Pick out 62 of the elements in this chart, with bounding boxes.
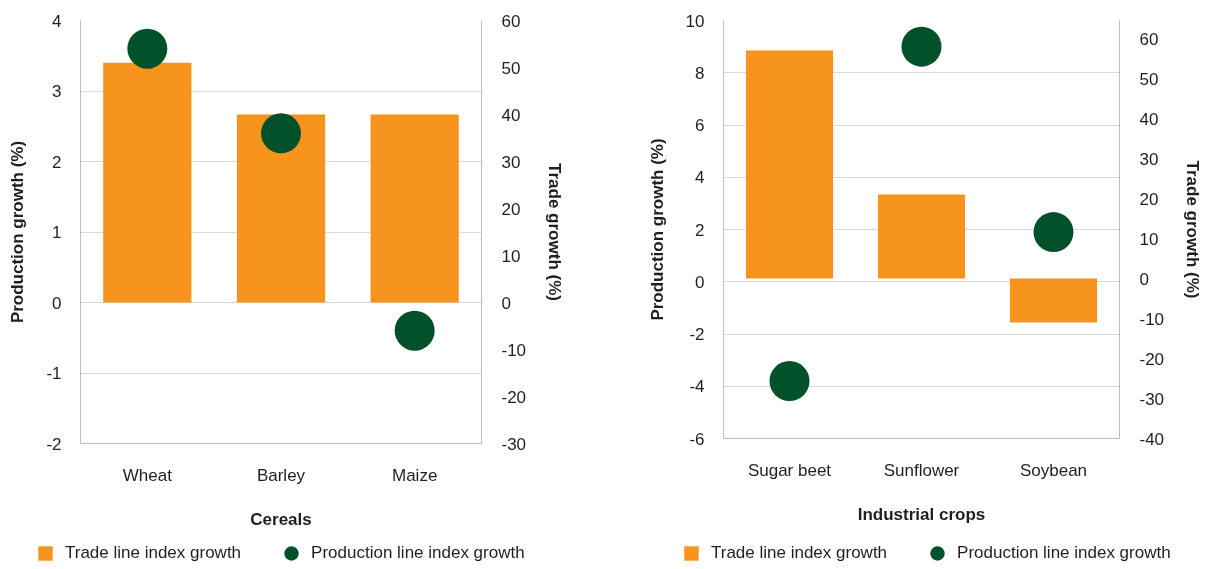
y-tick-label: 4 [695,168,705,188]
bar [877,194,966,279]
y-tick-label: 4 [52,11,62,31]
y-axis-title: Production growth (%) [8,140,28,324]
y2-tick-label: 40 [501,105,521,125]
y2-tick-label: 50 [501,58,521,78]
x-axis-title: Industrial crops [857,504,986,524]
legend-label: Production line index growth [311,543,525,563]
y2-tick-label: 60 [1139,29,1159,49]
point [394,310,435,351]
y-tick-label: 2 [695,220,705,240]
y2-tick-label: 50 [1139,69,1159,89]
y-tick-label: 10 [685,11,705,31]
bar [745,50,834,279]
y2-axis-title: Trade growth (%) [1183,160,1203,299]
x-tick-label: Maize [391,465,438,485]
point [1033,212,1074,253]
y-tick-label: 6 [695,116,705,135]
legend-label: Trade line index growth [711,543,888,563]
y-tick-label: -2 [46,434,62,454]
x-tick-label: Sunflower [883,460,960,480]
y2-tick-label: 30 [501,152,521,172]
y2-tick-label: -10 [1139,309,1165,329]
y-tick-label: -6 [689,429,705,449]
point [901,26,942,67]
y2-tick-label: -30 [501,434,527,454]
x-tick-label: Wheat [122,465,173,485]
x-tick-label: Soybean [1019,460,1088,480]
y-tick-label: -2 [689,325,705,344]
y-tick-label: 3 [52,82,62,101]
y2-tick-label: 10 [501,246,521,266]
y2-tick-label: -20 [1139,349,1165,369]
legend-label: Production line index growth [957,543,1171,563]
y-tick-label: -4 [689,377,705,397]
legend-label: Trade line index growth [65,543,242,563]
y2-tick-label: 30 [1139,149,1159,169]
x-tick-label: Sugar beet [747,460,832,480]
y-tick-label: -1 [46,364,62,383]
y2-tick-label: 0 [1139,269,1149,289]
y2-tick-label: -30 [1139,389,1165,409]
y-axis-title: Production growth (%) [647,138,667,321]
x-tick-label: Barley [256,465,306,485]
y-tick-label: 0 [52,293,62,313]
y-tick-label: 2 [52,152,62,172]
bar [1009,278,1098,323]
y2-tick-label: 10 [1139,229,1159,249]
y-tick-label: 8 [695,63,705,83]
y2-tick-label: 20 [1139,189,1159,209]
y2-tick-label: 20 [501,199,521,219]
y2-tick-label: 40 [1139,109,1159,129]
point [127,28,168,69]
y2-tick-label: -10 [501,340,527,360]
y2-tick-label: -40 [1139,429,1165,449]
y2-tick-label: 60 [501,11,521,31]
y-tick-label: 1 [52,223,62,242]
y2-tick-label: 0 [501,293,511,313]
point [769,361,810,401]
y2-axis-title: Trade growth (%) [545,163,565,301]
point [261,113,301,154]
y2-tick-label: -20 [501,387,527,407]
x-axis-title: Cereals [250,509,312,529]
y-tick-label: 0 [695,272,705,292]
